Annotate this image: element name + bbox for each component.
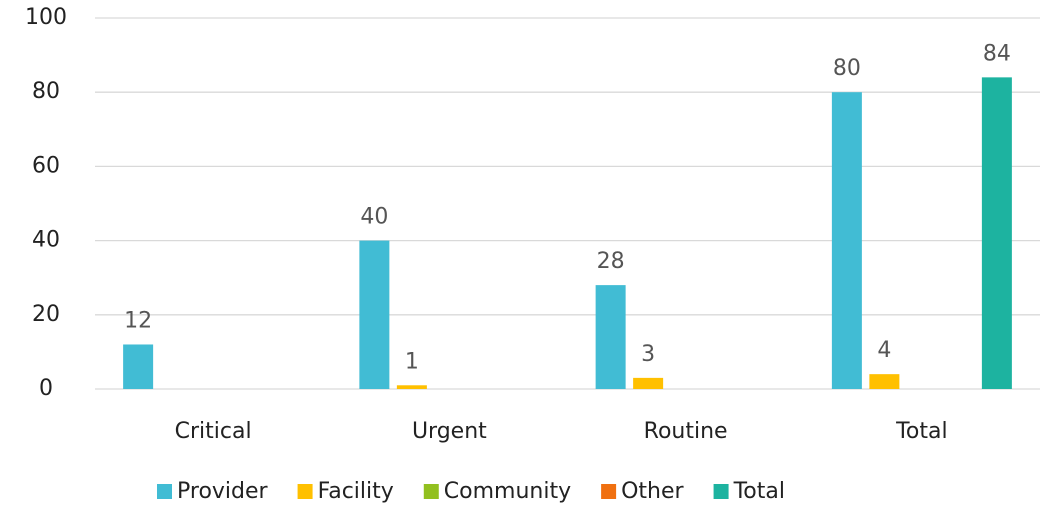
data-label: 84 <box>983 41 1011 66</box>
data-label: 1 <box>405 349 419 374</box>
x-tick-label: Total <box>895 419 947 444</box>
bar <box>633 377 664 389</box>
data-label: 80 <box>833 56 861 81</box>
bar <box>595 285 626 389</box>
bar <box>359 240 390 389</box>
x-tick-label: Routine <box>644 419 728 444</box>
legend-label: Provider <box>177 479 269 504</box>
bar <box>123 344 154 389</box>
bar <box>981 77 1012 390</box>
legend-swatch <box>713 484 729 499</box>
data-label: 40 <box>360 205 388 230</box>
legend-swatch <box>157 484 172 499</box>
data-label: 28 <box>597 249 625 274</box>
legend-label: Facility <box>318 479 394 504</box>
bar <box>831 92 862 389</box>
legend-label: Community <box>444 479 571 504</box>
y-tick-label: 80 <box>32 79 60 104</box>
legend-label: Other <box>621 479 684 504</box>
data-label: 3 <box>641 342 655 367</box>
bar <box>396 385 427 389</box>
legend-swatch <box>601 484 617 499</box>
y-tick-label: 20 <box>32 302 60 327</box>
legend-label: Total <box>733 479 785 504</box>
x-tick-label: Critical <box>175 419 252 444</box>
y-tick-label: 100 <box>25 5 67 30</box>
bar <box>869 374 900 389</box>
y-tick-label: 60 <box>32 153 60 178</box>
x-tick-label: Urgent <box>412 419 487 444</box>
data-label: 4 <box>877 338 891 363</box>
y-tick-label: 40 <box>32 228 60 253</box>
y-tick-label: 0 <box>39 376 53 401</box>
legend-swatch <box>423 484 439 499</box>
legend-swatch <box>297 484 313 499</box>
data-label: 12 <box>124 308 152 333</box>
